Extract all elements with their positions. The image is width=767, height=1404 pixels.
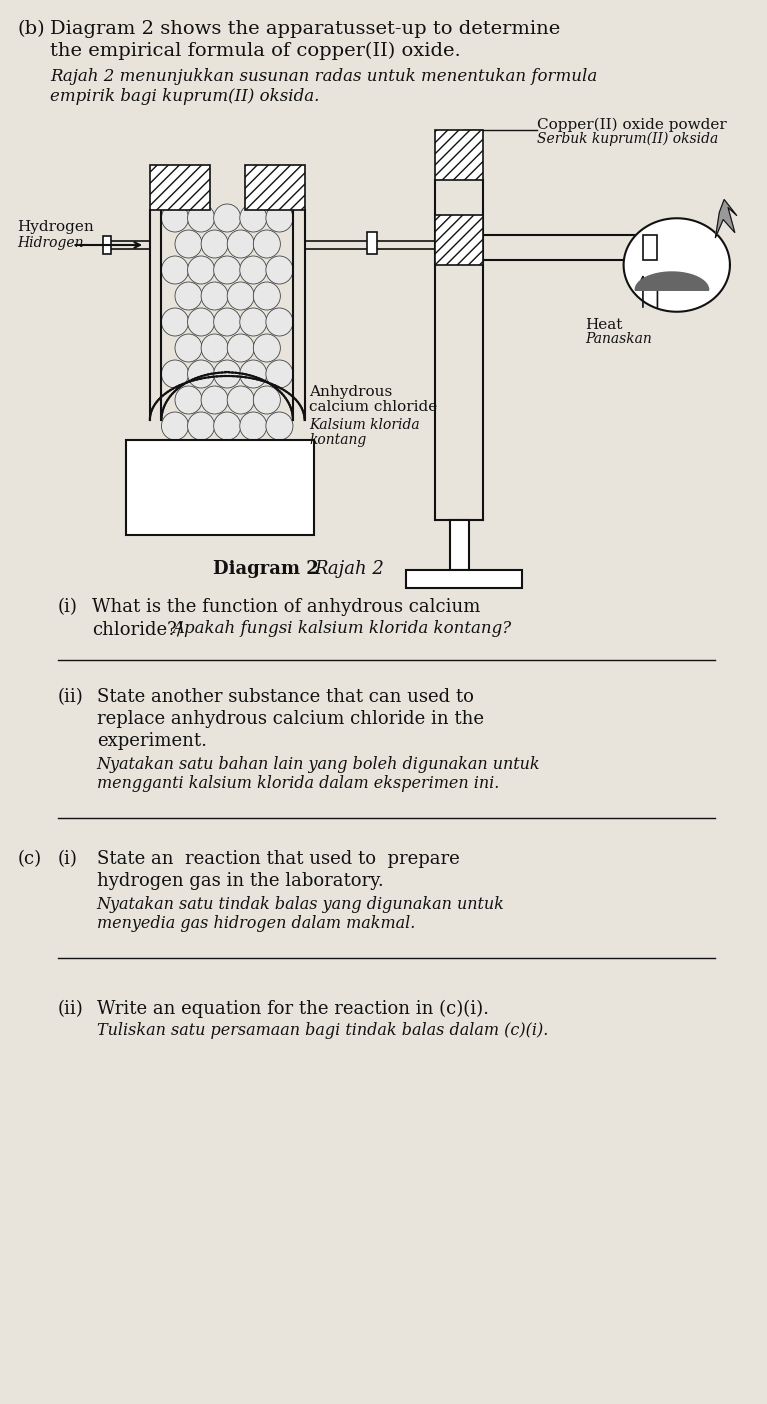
Circle shape: [227, 334, 255, 362]
Text: (ii): (ii): [58, 1000, 84, 1018]
Bar: [104, 236, 111, 254]
Bar: [367, 232, 377, 254]
Text: mengganti kalsium klorida dalam eksperimen ini.: mengganti kalsium klorida dalam eksperim…: [97, 775, 499, 792]
Circle shape: [227, 386, 255, 414]
Text: (i): (i): [58, 598, 78, 616]
Text: Anhydrous: Anhydrous: [309, 385, 393, 399]
Text: Nyatakan satu bahan lain yang boleh digunakan untuk: Nyatakan satu bahan lain yang boleh digu…: [97, 755, 540, 774]
Bar: [643, 234, 657, 260]
Text: Serbuk kuprum(II) oksida: Serbuk kuprum(II) oksida: [537, 132, 718, 146]
Circle shape: [266, 411, 293, 439]
Circle shape: [214, 307, 241, 336]
Circle shape: [266, 359, 293, 388]
Circle shape: [201, 282, 228, 310]
Circle shape: [253, 282, 281, 310]
Text: hydrogen gas in the laboratory.: hydrogen gas in the laboratory.: [97, 872, 384, 890]
Circle shape: [214, 411, 241, 439]
Text: calcium chloride: calcium chloride: [309, 400, 438, 414]
Text: (ii): (ii): [58, 688, 84, 706]
Circle shape: [214, 359, 241, 388]
Polygon shape: [716, 199, 737, 237]
Circle shape: [175, 334, 202, 362]
Circle shape: [240, 307, 267, 336]
Bar: [0, 110, 742, 529]
Polygon shape: [635, 272, 709, 291]
Bar: [126, 439, 314, 535]
Text: Hidrogen: Hidrogen: [18, 236, 84, 250]
Bar: [150, 166, 210, 211]
Bar: [449, 519, 469, 570]
Bar: [245, 166, 304, 211]
Circle shape: [253, 386, 281, 414]
Circle shape: [214, 204, 241, 232]
Circle shape: [227, 282, 255, 310]
Text: Write an equation for the reaction in (c)(i).: Write an equation for the reaction in (c…: [97, 1000, 489, 1018]
Text: kontang: kontang: [309, 432, 367, 446]
Text: chloride?/: chloride?/: [92, 621, 183, 637]
Circle shape: [188, 204, 215, 232]
Bar: [435, 131, 483, 180]
Circle shape: [188, 256, 215, 284]
Bar: [406, 570, 522, 588]
Circle shape: [162, 359, 189, 388]
Text: Diagram 2: Diagram 2: [212, 560, 318, 578]
Circle shape: [240, 204, 267, 232]
Text: replace anhydrous calcium chloride in the: replace anhydrous calcium chloride in th…: [97, 710, 484, 729]
Text: Diagram 2 shows the apparatusset-up to determine: Diagram 2 shows the apparatusset-up to d…: [51, 20, 561, 38]
Circle shape: [188, 307, 215, 336]
Circle shape: [175, 230, 202, 258]
Circle shape: [240, 359, 267, 388]
Text: What is the function of anhydrous calcium: What is the function of anhydrous calciu…: [92, 598, 480, 616]
Bar: [435, 215, 483, 265]
Text: empirik bagi kuprum(II) oksida.: empirik bagi kuprum(II) oksida.: [51, 88, 320, 105]
Circle shape: [214, 256, 241, 284]
Text: Apakah fungsi kalsium klorida kontang?: Apakah fungsi kalsium klorida kontang?: [172, 621, 512, 637]
Text: State another substance that can used to: State another substance that can used to: [97, 688, 473, 706]
Circle shape: [240, 256, 267, 284]
Text: Hydrogen: Hydrogen: [18, 220, 94, 234]
Circle shape: [188, 359, 215, 388]
Circle shape: [162, 411, 189, 439]
Circle shape: [175, 282, 202, 310]
Circle shape: [188, 411, 215, 439]
Text: Rajah 2 menunjukkan susunan radas untuk menentukan formula: Rajah 2 menunjukkan susunan radas untuk …: [51, 67, 597, 86]
Text: Nyatakan satu tindak balas yang digunakan untuk: Nyatakan satu tindak balas yang digunaka…: [97, 896, 505, 913]
Circle shape: [162, 307, 189, 336]
Text: Rajah 2: Rajah 2: [314, 560, 384, 578]
Text: Kalsium klorida: Kalsium klorida: [309, 418, 420, 432]
Text: Tuliskan satu persamaan bagi tindak balas dalam (c)(i).: Tuliskan satu persamaan bagi tindak bala…: [97, 1022, 548, 1039]
Circle shape: [266, 307, 293, 336]
Circle shape: [162, 256, 189, 284]
Text: Panaskan: Panaskan: [585, 331, 652, 345]
Circle shape: [201, 386, 228, 414]
Circle shape: [266, 204, 293, 232]
Circle shape: [201, 230, 228, 258]
Text: the empirical formula of copper(II) oxide.: the empirical formula of copper(II) oxid…: [51, 42, 461, 60]
Circle shape: [162, 204, 189, 232]
Circle shape: [253, 334, 281, 362]
Text: menyedia gas hidrogen dalam makmal.: menyedia gas hidrogen dalam makmal.: [97, 915, 415, 932]
Polygon shape: [624, 218, 730, 312]
Text: experiment.: experiment.: [97, 731, 206, 750]
Circle shape: [227, 230, 255, 258]
Circle shape: [266, 256, 293, 284]
Text: Heat: Heat: [585, 317, 622, 331]
Text: (c): (c): [18, 849, 41, 868]
Text: Copper(II) oxide powder: Copper(II) oxide powder: [537, 118, 726, 132]
Circle shape: [253, 230, 281, 258]
Circle shape: [175, 386, 202, 414]
Circle shape: [201, 334, 228, 362]
Text: State an  reaction that used to  prepare: State an reaction that used to prepare: [97, 849, 459, 868]
Text: (i): (i): [58, 849, 78, 868]
Circle shape: [240, 411, 267, 439]
Text: (b): (b): [18, 20, 45, 38]
